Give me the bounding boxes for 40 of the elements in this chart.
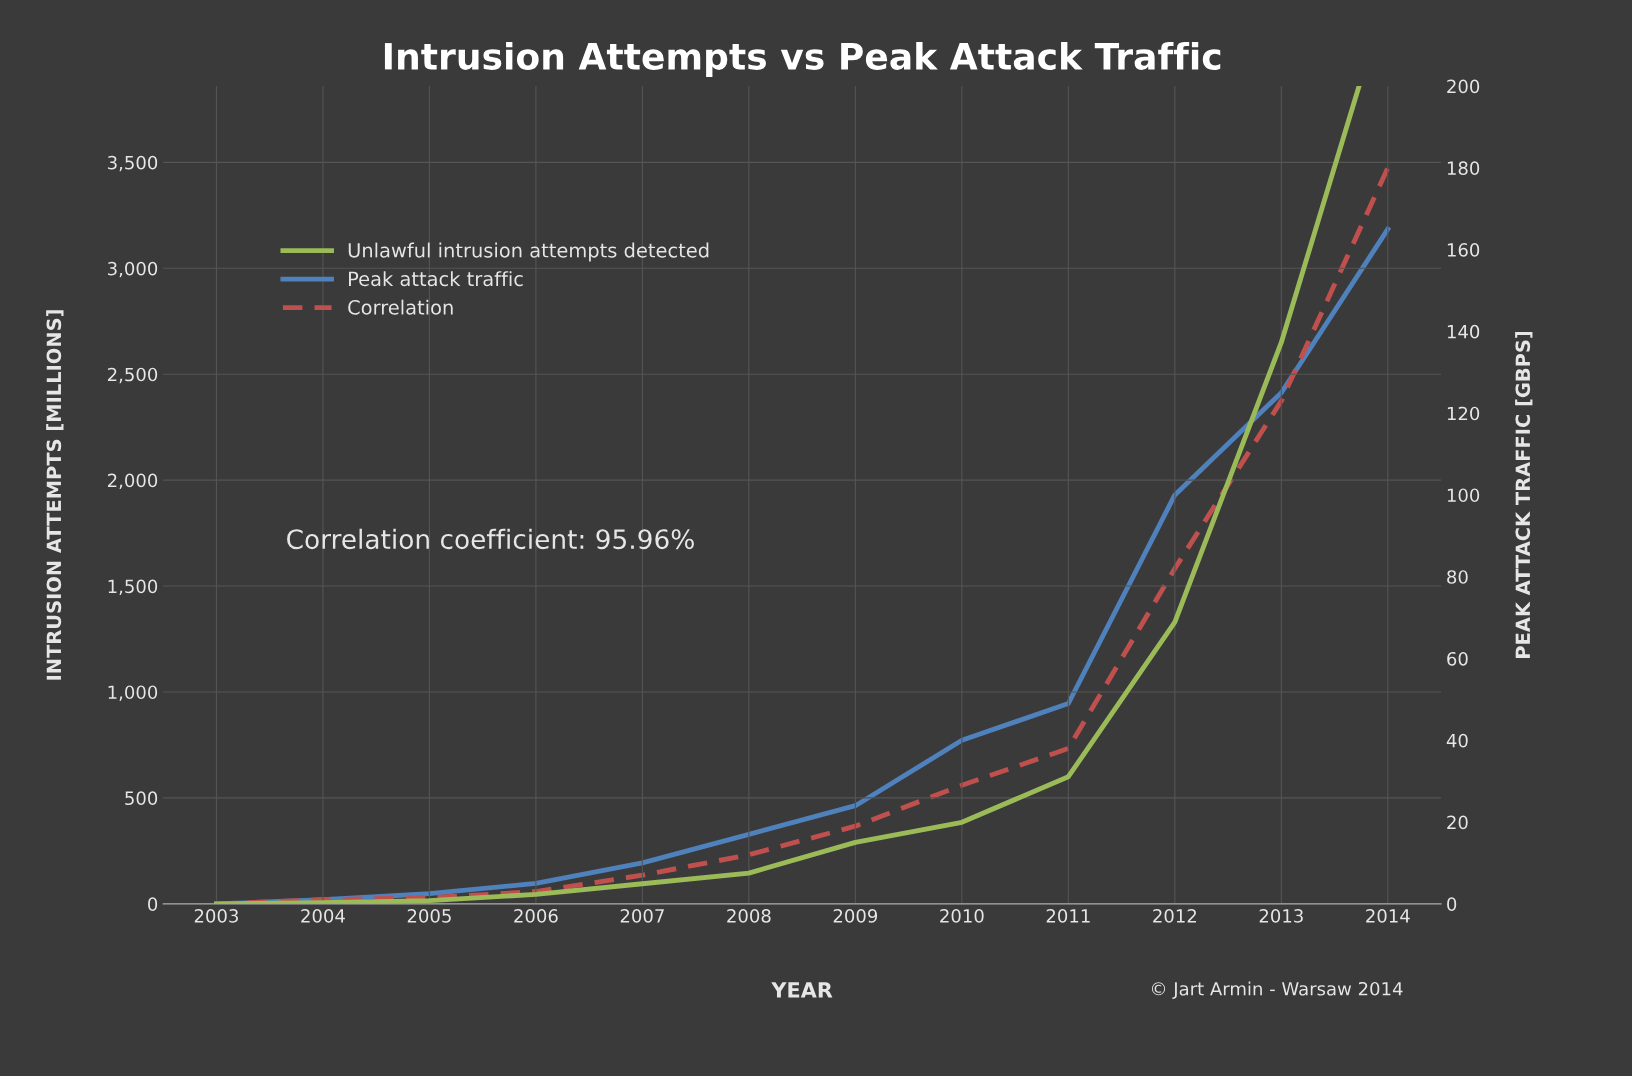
annotation: Correlation coefficient: 95.96% (287, 528, 694, 550)
legend-label: Correlation (348, 299, 453, 315)
y-tick-label: 1,000 (108, 685, 158, 701)
y2-tick-label: 200 (1447, 79, 1480, 94)
y2-tick-label: 40 (1446, 733, 1468, 748)
x-tick-label: 2004 (301, 909, 345, 923)
y2-tick-label: 120 (1447, 406, 1480, 421)
y-tick-label: 3,500 (108, 155, 158, 172)
y-tick-label: 3,000 (108, 261, 158, 278)
y2-tick-label: 180 (1447, 161, 1480, 175)
x-tick-label: 2014 (1366, 909, 1410, 923)
x-tick-label: 2006 (514, 909, 558, 923)
y-tick-label: 2,500 (107, 367, 158, 384)
x-axis-title: YEAR (771, 982, 833, 998)
y-tick-label: 500 (125, 791, 158, 806)
x-tick-label: 2012 (1153, 909, 1196, 923)
y2-tick-label: 140 (1447, 324, 1480, 339)
x-tick-label: 2003 (194, 909, 238, 923)
legend-label: Peak attack traffic (349, 271, 523, 287)
y2-tick-label: 80 (1447, 570, 1468, 584)
x-tick-label: 2009 (833, 909, 878, 923)
y2-tick-label: 100 (1447, 488, 1480, 503)
y2-axis-title: PEAK ATTACK TRAFFIC [GBPS] (1515, 331, 1533, 658)
y2-tick-label: 20 (1447, 815, 1468, 830)
y2-tick-label: 0 (1447, 897, 1457, 911)
x-tick-label: 2005 (407, 909, 451, 923)
legend-label: Unlawful intrusion attempts detected (348, 242, 709, 262)
x-tick-label: 2013 (1259, 909, 1303, 923)
y2-tick-label: 60 (1447, 651, 1468, 666)
y-tick-label: 0 (148, 897, 158, 911)
x-tick-label: 2007 (620, 909, 664, 923)
y-axis-title: INTRUSION ATTEMPTS [MILLIONS] (46, 310, 64, 680)
x-tick-label: 2008 (727, 909, 771, 923)
x-tick-label: 2010 (940, 909, 984, 923)
y2-tick-label: 160 (1447, 243, 1480, 257)
text: © Jart Armin - Warsaw 2014 (1151, 981, 1403, 999)
x-tick-label: 2011 (1046, 909, 1090, 923)
y-tick-label: 2,000 (107, 473, 158, 490)
chart-title: Intrusion Attempts vs Peak Attack Traffic (384, 41, 1221, 77)
y-tick-label: 1,500 (108, 579, 158, 596)
